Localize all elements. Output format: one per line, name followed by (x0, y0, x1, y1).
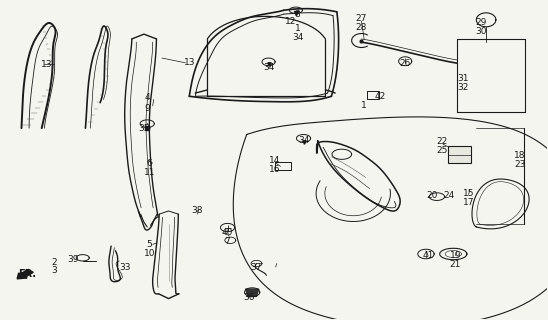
Bar (367, 91, 379, 99)
Text: 31: 31 (457, 74, 469, 83)
Text: 26: 26 (399, 59, 411, 68)
Text: 38: 38 (192, 206, 203, 215)
Text: 19: 19 (450, 251, 461, 260)
Text: FR.: FR. (18, 269, 36, 279)
Text: 30: 30 (475, 28, 487, 36)
Text: 24: 24 (443, 191, 454, 200)
Text: 33: 33 (119, 263, 130, 272)
Text: 13: 13 (184, 58, 195, 67)
Text: 28: 28 (356, 23, 367, 32)
Text: 25: 25 (437, 146, 448, 155)
Text: 12: 12 (285, 17, 296, 26)
Text: 41: 41 (423, 251, 434, 260)
Text: 23: 23 (514, 160, 526, 169)
Text: 40: 40 (222, 228, 233, 237)
Text: 11: 11 (144, 168, 155, 177)
Text: 22: 22 (437, 137, 448, 146)
Text: 6: 6 (146, 159, 152, 168)
Text: 29: 29 (475, 19, 486, 28)
Text: 3: 3 (52, 266, 57, 276)
Text: 16: 16 (270, 165, 281, 174)
Polygon shape (246, 289, 259, 296)
Text: 42: 42 (375, 92, 386, 101)
Text: 20: 20 (427, 191, 438, 200)
Text: 9: 9 (144, 104, 150, 113)
Text: 34: 34 (292, 33, 303, 42)
Text: 21: 21 (450, 260, 461, 269)
Text: 15: 15 (463, 189, 475, 198)
Text: 17: 17 (463, 197, 475, 206)
Text: 4: 4 (144, 93, 150, 102)
FancyArrow shape (17, 269, 33, 279)
Text: 37: 37 (251, 263, 262, 272)
Text: 13: 13 (42, 60, 53, 69)
Text: 1: 1 (361, 101, 367, 110)
Bar (448, 146, 471, 163)
Text: 34: 34 (298, 136, 310, 145)
Text: 34: 34 (263, 63, 274, 72)
Text: 36: 36 (244, 293, 255, 302)
Text: 14: 14 (270, 156, 281, 165)
Text: 7: 7 (225, 237, 230, 246)
Bar (275, 162, 292, 170)
Text: 1: 1 (295, 24, 300, 33)
Text: 35: 35 (138, 124, 150, 133)
Text: 10: 10 (144, 249, 155, 258)
Text: 2: 2 (52, 258, 57, 267)
Text: 27: 27 (356, 14, 367, 23)
Text: 32: 32 (457, 83, 469, 92)
Text: 18: 18 (514, 151, 526, 160)
Text: 5: 5 (146, 240, 152, 249)
Text: 39: 39 (67, 255, 78, 264)
Text: 8: 8 (295, 10, 300, 19)
